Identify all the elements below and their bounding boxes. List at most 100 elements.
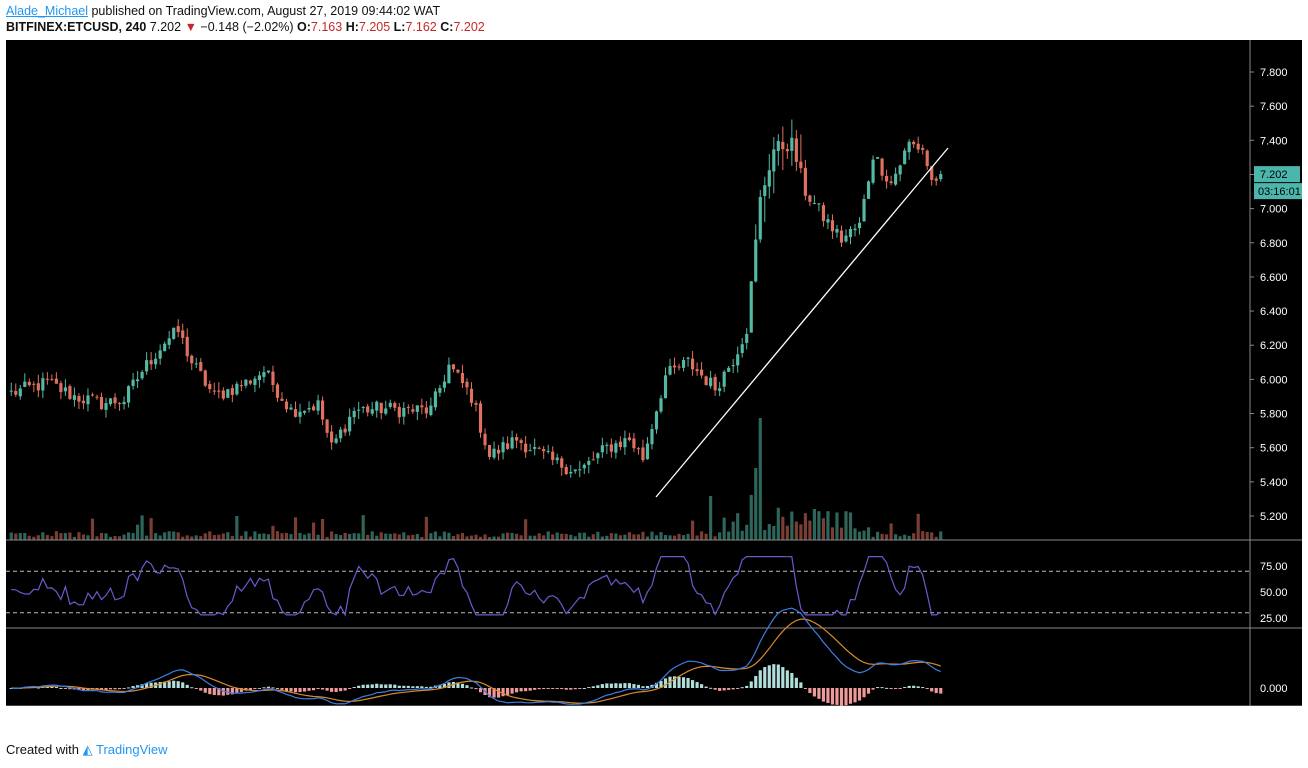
macd-histogram-bar bbox=[54, 687, 58, 689]
countdown-box bbox=[1254, 183, 1304, 200]
candle-body bbox=[280, 398, 284, 401]
volume-bar bbox=[316, 534, 320, 540]
candle-body bbox=[465, 381, 469, 388]
macd-histogram-bar bbox=[275, 688, 280, 689]
macd-histogram-bar bbox=[709, 687, 713, 689]
macd-histogram-bar bbox=[348, 688, 352, 689]
volume-bar bbox=[555, 532, 559, 540]
macd-histogram-bar bbox=[447, 682, 451, 688]
volume-bar bbox=[95, 536, 99, 540]
macd-histogram-bar bbox=[478, 688, 483, 693]
volume-bar bbox=[348, 533, 352, 540]
macd-histogram-bar bbox=[844, 688, 848, 706]
volume-bar bbox=[239, 535, 243, 540]
candle-body bbox=[803, 167, 807, 196]
macd-histogram-bar bbox=[560, 688, 564, 690]
candle-body bbox=[384, 408, 388, 414]
volume-bar bbox=[321, 518, 325, 540]
candle-body bbox=[357, 409, 361, 411]
volume-bar bbox=[271, 525, 275, 540]
candle-body bbox=[623, 438, 627, 448]
volume-bar bbox=[23, 533, 27, 540]
volume-bar bbox=[654, 535, 659, 540]
candle-body bbox=[325, 419, 329, 433]
candle-body bbox=[226, 389, 230, 398]
macd-histogram-bar bbox=[181, 682, 185, 688]
volume-bar bbox=[447, 532, 451, 540]
macd-histogram-bar bbox=[794, 677, 798, 688]
macd-histogram-bar bbox=[654, 682, 659, 688]
macd-histogram-bar bbox=[167, 681, 171, 688]
volume-bar bbox=[388, 533, 392, 540]
tradingview-brand[interactable]: TradingView bbox=[96, 742, 168, 757]
macd-histogram-bar bbox=[321, 688, 325, 690]
author-link[interactable]: Alade_Michael bbox=[6, 4, 88, 18]
macd-histogram-bar bbox=[695, 682, 699, 688]
macd-histogram-bar bbox=[803, 688, 807, 689]
candle-body bbox=[700, 369, 704, 376]
candle-body bbox=[298, 411, 302, 417]
candle-body bbox=[605, 444, 609, 446]
volume-bar bbox=[9, 532, 13, 540]
macd-histogram-bar bbox=[916, 686, 920, 688]
macd-histogram-bar bbox=[848, 688, 853, 704]
price-tick-label: 6.800 bbox=[1260, 238, 1288, 250]
macd-histogram-bar bbox=[465, 685, 469, 688]
price-change: −0.148 (−2.02%) bbox=[200, 20, 294, 34]
candle-body bbox=[866, 181, 871, 199]
created-with-label: Created with bbox=[6, 742, 79, 757]
volume-bar bbox=[172, 531, 176, 540]
volume-bar bbox=[677, 533, 681, 540]
macd-histogram-bar bbox=[63, 688, 67, 689]
volume-bar bbox=[542, 535, 546, 540]
macd-histogram-bar bbox=[875, 687, 880, 689]
candle-body bbox=[154, 358, 158, 365]
candle-body bbox=[424, 407, 428, 414]
price-tick-label: 6.200 bbox=[1260, 340, 1288, 352]
macd-histogram-bar bbox=[776, 664, 780, 688]
volume-bar bbox=[691, 520, 695, 540]
volume-bar bbox=[81, 534, 86, 540]
macd-histogram-bar bbox=[546, 688, 550, 689]
chart-svg[interactable]: 7.8007.6007.4007.2007.0006.8006.6006.400… bbox=[6, 40, 1304, 727]
volume-bar bbox=[230, 535, 234, 540]
volume-bar bbox=[311, 522, 316, 540]
volume-bar bbox=[302, 534, 307, 540]
candle-body bbox=[871, 159, 875, 183]
candle-body bbox=[393, 403, 397, 408]
macd-histogram-bar bbox=[388, 684, 392, 688]
macd-histogram-bar bbox=[293, 688, 298, 693]
macd-histogram-bar bbox=[352, 686, 356, 688]
volume-bar bbox=[790, 511, 794, 540]
macd-histogram-bar bbox=[235, 688, 239, 693]
candle-body bbox=[217, 390, 221, 392]
macd-histogram-bar bbox=[578, 688, 582, 689]
macd-histogram-bar bbox=[45, 686, 49, 688]
macd-histogram-bar bbox=[501, 688, 505, 697]
macd-histogram-bar bbox=[609, 683, 613, 688]
macd-histogram-bar bbox=[569, 688, 573, 690]
volume-bar bbox=[14, 533, 18, 540]
volume-bar bbox=[257, 533, 261, 540]
volume-bar bbox=[826, 511, 830, 540]
volume-bar bbox=[609, 533, 613, 540]
rsi-tick-label: 25.00 bbox=[1260, 613, 1288, 625]
macd-histogram-bar bbox=[68, 688, 72, 690]
macd-histogram-bar bbox=[334, 688, 338, 693]
volume-bar bbox=[492, 536, 496, 540]
candle-body bbox=[916, 143, 920, 150]
macd-histogram-bar bbox=[600, 684, 604, 688]
macd-histogram-bar bbox=[370, 684, 374, 688]
volume-bar bbox=[925, 532, 929, 540]
volume-bar bbox=[379, 532, 383, 540]
volume-bar bbox=[275, 531, 280, 540]
candle-body bbox=[41, 378, 45, 391]
candle-body bbox=[763, 185, 767, 196]
volume-bar bbox=[438, 536, 442, 540]
macd-histogram-bar bbox=[907, 685, 911, 688]
candle-body bbox=[596, 453, 600, 459]
chart-area[interactable]: 7.8007.6007.4007.2007.0006.8006.6006.400… bbox=[6, 40, 1304, 727]
volume-bar bbox=[451, 535, 456, 540]
volume-bar bbox=[262, 533, 266, 540]
candle-body bbox=[262, 372, 266, 377]
